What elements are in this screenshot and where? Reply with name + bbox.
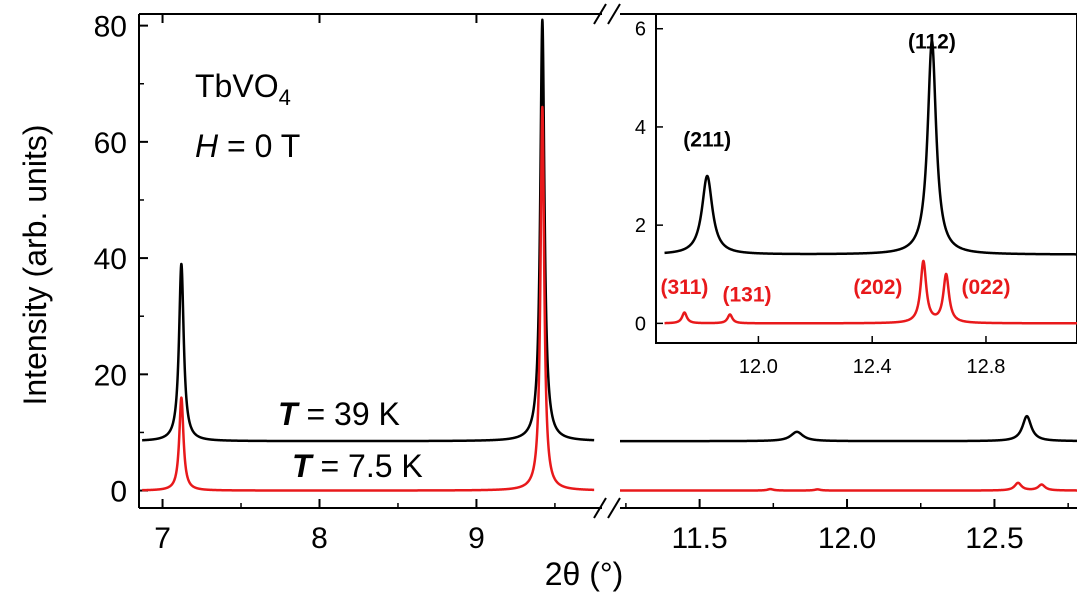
axis-break-mark	[593, 3, 607, 25]
x-tick-label: 8	[311, 522, 328, 555]
peak-label: (311)	[661, 276, 709, 299]
field-annotation: H = 0 T	[195, 128, 300, 164]
x-tick-label: 11.5	[672, 522, 728, 555]
x-tick-label: 12.5	[965, 522, 1023, 555]
peak-label: (112)	[908, 30, 956, 53]
x-tick-label: 7	[154, 522, 171, 555]
inset-x-tick-label: 12.4	[853, 356, 892, 378]
y-tick-label: 20	[94, 359, 127, 392]
peak-label: (202)	[853, 276, 902, 299]
inset-y-tick-label: 6	[635, 19, 646, 41]
inset-y-tick-label: 2	[635, 215, 646, 237]
inset-series-line-7-5k	[663, 259, 1077, 325]
inset-x-tick-label: 12.8	[967, 356, 1006, 378]
inset-y-tick-label: 4	[635, 117, 646, 139]
axis-break-mark	[607, 3, 621, 25]
series-line-39k	[619, 414, 1077, 443]
legend-39k: T = 39 K	[278, 396, 400, 432]
peak-label: (022)	[961, 276, 1010, 299]
inset-frame	[655, 13, 1077, 344]
inset-plot: 0 2 4 6 12.0 12.4 12.8 (211) (112) (311) (131) (202…	[635, 13, 1077, 378]
inset-series-line-39k	[663, 39, 1077, 256]
y-tick-label: 0	[110, 476, 127, 509]
legend-7-5k: T = 7.5 K	[292, 448, 423, 484]
x-axis-title: 2θ (°)	[545, 556, 624, 592]
y-tick-label: 80	[94, 11, 127, 44]
x-tick-label: 9	[468, 522, 485, 555]
x-tick-label: 12.0	[818, 522, 876, 555]
compound-annotation: TbVO4	[195, 68, 291, 110]
peak-label: (211)	[683, 129, 731, 152]
axis-break-mark	[607, 497, 621, 519]
series-line-7-5k	[141, 105, 596, 492]
y-axis-title: Intensity (arb. units)	[17, 125, 53, 406]
series-line-39k	[141, 18, 596, 443]
axis-break-mark	[593, 497, 607, 519]
inset-x-tick-label: 12.0	[739, 356, 778, 378]
y-tick-label: 40	[94, 243, 127, 276]
peak-label: (131)	[723, 283, 772, 306]
inset-y-tick-label: 0	[635, 313, 646, 335]
y-tick-label: 60	[94, 127, 127, 160]
series-line-7-5k	[619, 481, 1077, 492]
